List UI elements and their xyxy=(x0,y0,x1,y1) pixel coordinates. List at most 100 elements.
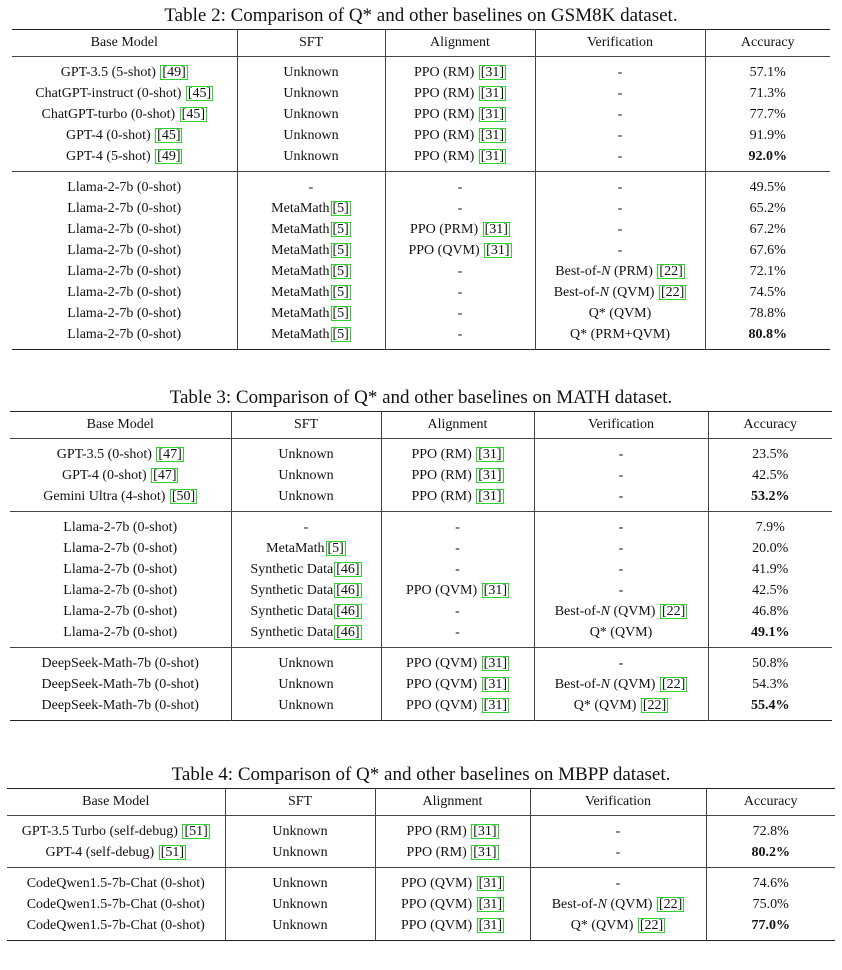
citation-link[interactable]: [5] xyxy=(330,264,351,279)
citation-link[interactable]: [31] xyxy=(476,468,504,483)
citation-link[interactable]: [46] xyxy=(334,583,362,598)
cell-alignment: - xyxy=(384,198,535,219)
table-row: Llama-2-7b (0-shot) Synthetic Data [46] - - 4… xyxy=(10,559,832,580)
citation-link[interactable]: [5] xyxy=(325,541,346,556)
cell-base-model: GPT-3.5 (5-shot) [49] xyxy=(12,57,237,84)
citation-link[interactable]: [31] xyxy=(476,489,504,504)
cell-text: Best-of- xyxy=(554,604,601,619)
row-group: Llama-2-7b (0-shot) - - -7.9% Llama-2-7b (0-… xyxy=(10,511,832,648)
cell-verification: Best-of-N (PRM) [22] xyxy=(534,261,705,282)
cell-text: - xyxy=(618,562,624,577)
cell-text: 72.1% xyxy=(749,264,786,279)
citation-link[interactable]: [31] xyxy=(484,243,512,258)
cell-accuracy: 71.3% xyxy=(704,83,830,104)
cell-text: Unknown xyxy=(272,876,328,891)
citation-link[interactable]: [31] xyxy=(478,149,507,164)
cell-base-model: GPT-4 (5-shot) [49] xyxy=(12,146,237,172)
citation-link[interactable]: [22] xyxy=(637,918,666,933)
citation-link[interactable]: [31] xyxy=(478,86,507,101)
citation-link[interactable]: [5] xyxy=(330,201,351,216)
citation-link[interactable]: [31] xyxy=(471,845,499,860)
citation-link[interactable]: [46] xyxy=(334,562,362,577)
citation-link[interactable]: [31] xyxy=(481,698,509,713)
cell-verification: - xyxy=(534,146,705,172)
citation-link[interactable]: [31] xyxy=(482,222,510,237)
cell-sft: Unknown xyxy=(230,695,381,721)
citation-link[interactable]: [31] xyxy=(476,918,504,933)
table-row: GPT-4 (0-shot) [47] Unknown PPO (RM) [31] -… xyxy=(10,465,832,486)
table-row: ChatGPT-instruct (0-shot) [45] Unknown PPO… xyxy=(12,83,830,104)
citation-link[interactable]: [31] xyxy=(481,583,509,598)
table-row: DeepSeek-Math-7b (0-shot) Unknown PPO (QVM… xyxy=(10,695,832,721)
citation-link[interactable]: [45] xyxy=(185,86,214,101)
cell-text: Llama-2-7b (0-shot) xyxy=(63,625,178,640)
cell-text: MetaMath xyxy=(271,243,330,258)
header-row: Base Model SFT Alignment Verification Accura… xyxy=(10,411,832,439)
citation-link[interactable]: [45] xyxy=(155,128,183,143)
cell-alignment: PPO (PRM) [31] xyxy=(384,219,535,240)
citation-link[interactable]: [31] xyxy=(478,65,507,80)
cell-sft: Unknown xyxy=(224,842,375,868)
citation-link[interactable]: [51] xyxy=(182,824,210,839)
cell-sft: Unknown xyxy=(224,867,375,894)
column-header-sft: SFT xyxy=(224,788,375,816)
cell-text: GPT-3.5 Turbo (self-debug) xyxy=(21,824,182,839)
citation-link[interactable]: [22] xyxy=(657,264,685,279)
citation-link[interactable]: [5] xyxy=(330,222,351,237)
citation-link[interactable]: [31] xyxy=(481,677,509,692)
citation-link[interactable]: [5] xyxy=(330,243,351,258)
citation-link[interactable]: [5] xyxy=(330,306,351,321)
cell-text: Unknown xyxy=(278,447,334,462)
cell-text: - xyxy=(457,264,463,279)
citation-link[interactable]: [31] xyxy=(481,656,509,671)
cell-sft: MetaMath [5] xyxy=(236,303,385,324)
cell-accuracy: 42.5% xyxy=(707,465,832,486)
column-header-accuracy: Accuracy xyxy=(705,788,835,816)
citation-link[interactable]: [5] xyxy=(330,327,351,342)
cell-text: Best-of- xyxy=(554,677,601,692)
table-gsm8k: Base Model SFT Alignment Verification Accura… xyxy=(12,29,830,350)
citation-link[interactable]: [31] xyxy=(476,897,504,912)
cell-base-model: GPT-3.5 (0-shot) [47] xyxy=(10,439,231,466)
citation-link[interactable]: [31] xyxy=(478,128,507,143)
cell-text: - xyxy=(618,468,624,483)
citation-link[interactable]: [22] xyxy=(656,897,685,912)
cell-text: ChatGPT-instruct (0-shot) xyxy=(35,86,185,101)
citation-link[interactable]: [31] xyxy=(478,107,507,122)
citation-link[interactable]: [47] xyxy=(156,447,184,462)
citation-link[interactable]: [22] xyxy=(640,698,669,713)
citation-link[interactable]: [31] xyxy=(471,824,499,839)
cell-text: GPT-4 (5-shot) xyxy=(66,149,155,164)
cell-text: 67.6% xyxy=(749,243,786,258)
table-row: Llama-2-7b (0-shot) MetaMath [5] - Q* (PRM+Q… xyxy=(12,324,830,350)
cell-text: - xyxy=(617,201,623,216)
citation-link[interactable]: [31] xyxy=(476,447,504,462)
citation-link[interactable]: [22] xyxy=(659,604,688,619)
cell-accuracy: 72.1% xyxy=(704,261,830,282)
citation-link[interactable]: [22] xyxy=(658,285,687,300)
citation-link[interactable]: [51] xyxy=(158,845,187,860)
citation-link[interactable]: [50] xyxy=(169,489,198,504)
citation-link[interactable]: [46] xyxy=(334,604,362,619)
citation-link[interactable]: [45] xyxy=(179,107,207,122)
cell-sft: MetaMath [5] xyxy=(236,261,385,282)
column-header-verification: Verification xyxy=(529,788,706,816)
citation-link[interactable]: [5] xyxy=(330,285,351,300)
cell-text: - xyxy=(308,180,314,195)
citation-link[interactable]: [49] xyxy=(155,149,183,164)
citation-link[interactable]: [49] xyxy=(160,65,188,80)
cell-text: Synthetic Data xyxy=(250,625,334,640)
cell-text: 75.0% xyxy=(752,897,789,912)
cell-sft: Unknown xyxy=(224,894,375,915)
citation-link[interactable]: [47] xyxy=(151,468,179,483)
cell-base-model: DeepSeek-Math-7b (0-shot) xyxy=(10,674,231,695)
cell-sft: MetaMath [5] xyxy=(236,324,385,350)
table-row: CodeQwen1.5-7b-Chat (0-shot) Unknown PPO (… xyxy=(7,894,835,915)
citation-link[interactable]: [46] xyxy=(334,625,362,640)
citation-link[interactable]: [22] xyxy=(659,677,688,692)
cell-text: - xyxy=(618,489,624,504)
cell-text: 91.9% xyxy=(749,128,786,143)
cell-accuracy: 50.8% xyxy=(707,647,832,674)
cell-text: Q* (QVM) xyxy=(573,698,640,713)
citation-link[interactable]: [31] xyxy=(476,876,504,891)
